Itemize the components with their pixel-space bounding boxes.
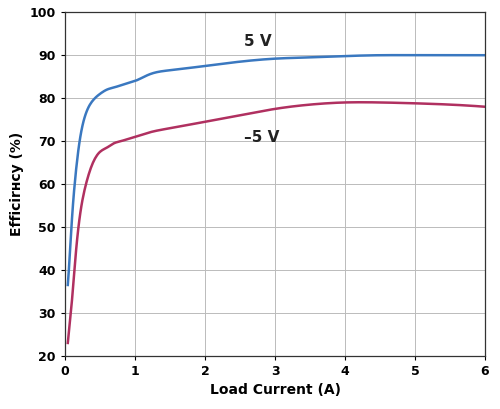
Y-axis label: Efficirнcy (%): Efficirнcy (%) (10, 132, 24, 236)
Text: 5 V: 5 V (244, 34, 271, 49)
Text: –5 V: –5 V (244, 130, 279, 146)
X-axis label: Load Current (A): Load Current (A) (210, 383, 340, 398)
